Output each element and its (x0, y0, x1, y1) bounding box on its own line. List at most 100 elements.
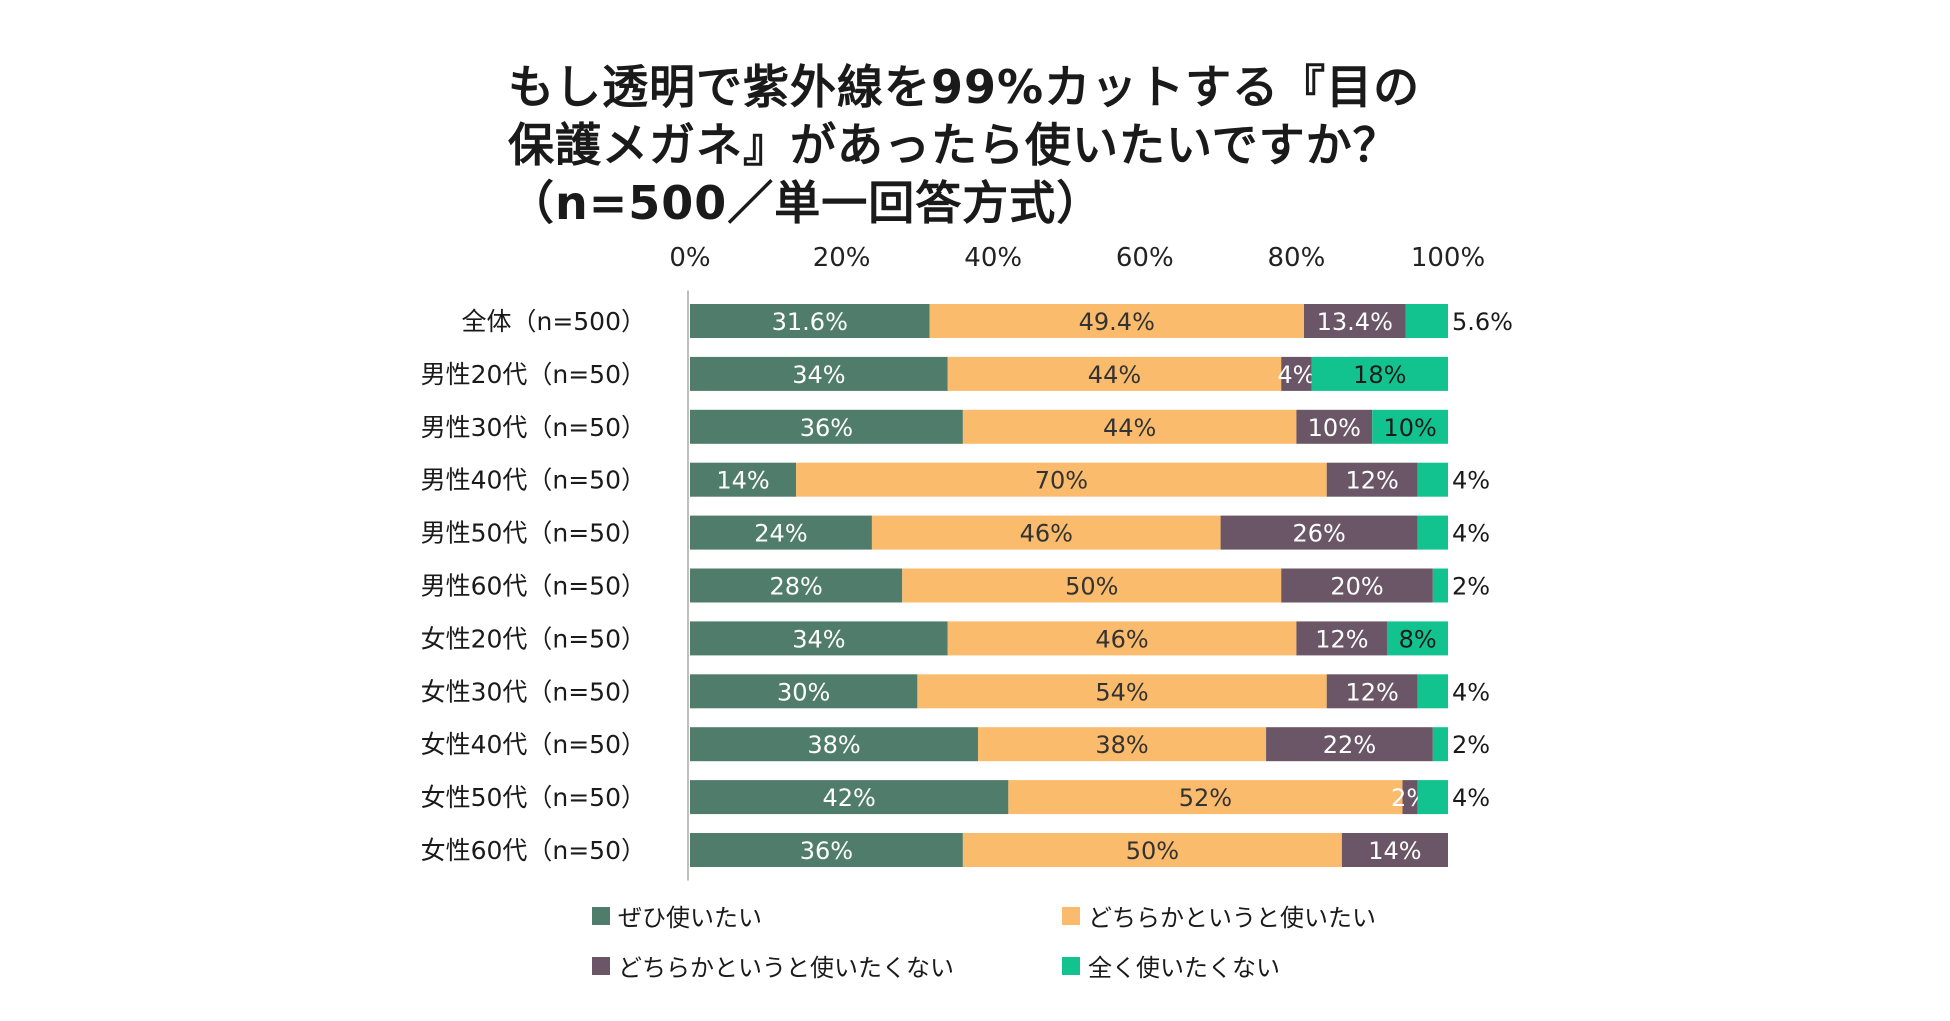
bar-segment-3-2 (1372, 409, 1448, 444)
bar-segment-0-4 (690, 515, 872, 550)
data-label-2-7: 12% (1346, 678, 1399, 706)
bar-segment-0-7 (690, 674, 918, 709)
data-label-1-8: 38% (1095, 731, 1148, 759)
data-label-1-2: 44% (1103, 414, 1156, 442)
legend-swatch-series-2 (592, 956, 610, 975)
bar-segment-3-4 (1417, 515, 1448, 550)
bar-segment-0-8 (690, 727, 979, 762)
data-label-2-1: 4% (1277, 361, 1315, 389)
data-label-3-7: 4% (1452, 678, 1490, 706)
data-label-2-2: 10% (1308, 414, 1361, 442)
bar-segment-2-2 (1296, 409, 1373, 444)
bar-segment-3-1 (1311, 356, 1448, 391)
bar-segment-1-9 (1008, 780, 1403, 815)
bar-segment-0-1 (690, 356, 948, 391)
x-tick-label-1: 20% (813, 243, 871, 273)
bar-segment-3-3 (1417, 462, 1448, 497)
bar-segment-0-0 (690, 304, 930, 338)
x-tick-label-3: 60% (1116, 243, 1174, 273)
data-label-0-5: 28% (769, 573, 822, 601)
data-label-2-3: 12% (1346, 467, 1399, 495)
category-label-0: 全体（n=500） (461, 307, 646, 336)
category-label-2: 男性30代（n=50） (421, 413, 646, 442)
bar-segment-3-9 (1417, 780, 1448, 815)
legend-label-series-1: どちらかというと使いたい (1088, 904, 1376, 932)
bar-segment-0-6 (690, 621, 948, 656)
category-label-6: 女性20代（n=50） (421, 624, 646, 653)
data-label-1-0: 49.4% (1079, 308, 1155, 336)
x-tick-label-5: 100% (1411, 243, 1485, 273)
data-label-0-4: 24% (754, 520, 807, 548)
bar-segment-2-0 (1303, 304, 1406, 338)
data-label-3-3: 4% (1452, 467, 1490, 495)
bar-segment-1-3 (796, 462, 1327, 497)
data-label-1-7: 54% (1095, 678, 1148, 706)
bar-segment-1-8 (978, 727, 1267, 762)
category-label-4: 男性50代（n=50） (421, 519, 646, 548)
data-label-0-8: 38% (807, 731, 860, 759)
legend-label-series-0: ぜひ使いたい (618, 904, 762, 932)
bar-segment-3-5 (1432, 568, 1448, 603)
bar-segment-1-2 (962, 409, 1297, 444)
x-tick-label-2: 40% (964, 243, 1022, 273)
category-label-10: 女性60代（n=50） (421, 836, 646, 865)
bar-segment-3-8 (1432, 727, 1448, 762)
chart-title-line-2: 保護メガネ』があったら使いたいですか？ (508, 118, 1400, 172)
chart-title-line-3: （n=500／単一回答方式） (508, 176, 1104, 230)
bar-segment-1-6 (947, 621, 1297, 656)
data-label-0-6: 34% (792, 625, 845, 653)
bar-segment-2-9 (1402, 780, 1418, 815)
bar-segment-2-6 (1296, 621, 1388, 656)
x-tick-label-0: 0% (669, 243, 710, 273)
data-label-1-5: 50% (1065, 573, 1118, 601)
category-label-9: 女性50代（n=50） (421, 783, 646, 812)
data-label-2-6: 12% (1315, 625, 1368, 653)
data-label-0-3: 14% (716, 467, 769, 495)
data-label-3-0: 5.6% (1452, 308, 1513, 336)
bar-segment-1-1 (947, 356, 1282, 391)
legend-swatch-series-1 (1062, 906, 1080, 925)
legend-label-series-3: 全く使いたくない (1088, 954, 1280, 982)
category-label-5: 男性60代（n=50） (421, 572, 646, 601)
legend-item-series-3: 全く使いたくない (1062, 948, 1280, 983)
bar-segment-0-5 (690, 568, 903, 603)
data-label-3-4: 4% (1452, 520, 1490, 548)
data-label-0-0: 31.6% (772, 308, 848, 336)
data-label-3-8: 2% (1452, 731, 1490, 759)
data-label-0-2: 36% (800, 414, 853, 442)
bar-segment-3-7 (1417, 674, 1448, 709)
legend-item-series-0: ぜひ使いたい (592, 898, 762, 933)
data-label-3-6: 8% (1399, 625, 1437, 653)
bar-segment-1-10 (962, 833, 1342, 867)
legend-item-series-2: どちらかというと使いたくない (592, 948, 954, 983)
bar-segment-2-10 (1341, 833, 1448, 867)
bar-segment-1-7 (917, 674, 1327, 709)
data-label-1-6: 46% (1095, 625, 1148, 653)
data-label-3-1: 18% (1353, 361, 1406, 389)
bar-segment-2-4 (1220, 515, 1418, 550)
bar-segment-2-1 (1281, 356, 1312, 391)
data-label-1-10: 50% (1126, 837, 1179, 865)
data-label-2-8: 22% (1323, 731, 1376, 759)
bar-segment-0-3 (690, 462, 797, 497)
data-label-3-5: 2% (1452, 573, 1490, 601)
bar-segment-1-4 (871, 515, 1221, 550)
bar-segment-3-0 (1405, 304, 1448, 338)
bar-segment-2-3 (1326, 462, 1418, 497)
bar-segment-3-6 (1387, 621, 1448, 656)
legend-label-series-2: どちらかというと使いたくない (618, 954, 954, 982)
category-label-1: 男性20代（n=50） (421, 360, 646, 389)
x-tick-label-4: 80% (1268, 243, 1326, 273)
category-label-7: 女性30代（n=50） (421, 677, 646, 706)
data-label-0-10: 36% (800, 837, 853, 865)
data-label-0-7: 30% (777, 678, 830, 706)
bar-segment-1-0 (929, 304, 1304, 338)
data-label-1-1: 44% (1088, 361, 1141, 389)
data-label-3-2: 10% (1383, 414, 1436, 442)
bar-segment-0-9 (690, 780, 1009, 815)
bar-segment-2-5 (1281, 568, 1433, 603)
bar-segment-2-8 (1266, 727, 1433, 762)
legend-swatch-series-3 (1062, 956, 1080, 975)
bar-segment-1-5 (902, 568, 1282, 603)
